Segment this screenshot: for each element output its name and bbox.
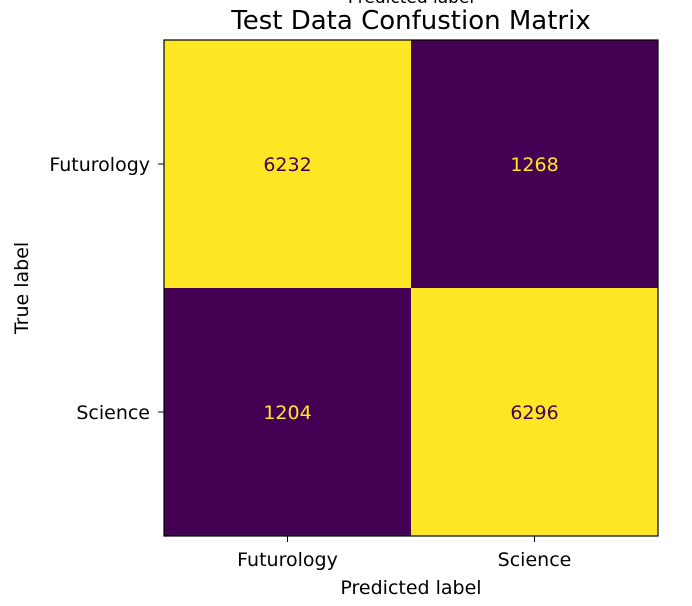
x-axis-label: Predicted label — [340, 577, 481, 599]
matrix-cell — [164, 288, 411, 536]
y-tick-label: Futurology — [49, 154, 150, 176]
x-ticks: Futurology Science — [237, 536, 571, 571]
cell-value-label: 1268 — [510, 154, 558, 176]
matrix-cell — [411, 40, 658, 288]
cell-value-label: 6232 — [263, 154, 311, 176]
matrix-cells — [164, 40, 658, 536]
matrix-cell — [411, 288, 658, 536]
cell-value-label: 1204 — [263, 402, 311, 424]
plot-frame — [163, 39, 659, 537]
x-tick-label: Futurology — [237, 549, 338, 571]
y-ticks: Futurology Science — [49, 154, 164, 424]
y-axis-label: True label — [11, 242, 33, 335]
cell-annotations: 6232 1268 1204 6296 — [263, 154, 558, 424]
title-cut-label: Predicted label — [348, 0, 474, 8]
cell-value-label: 6296 — [510, 402, 558, 424]
x-tick-label: Science — [498, 549, 572, 571]
matrix-cell — [164, 40, 411, 288]
y-tick-label: Science — [76, 402, 150, 424]
chart-title: Test Data Confustion Matrix — [230, 6, 590, 36]
